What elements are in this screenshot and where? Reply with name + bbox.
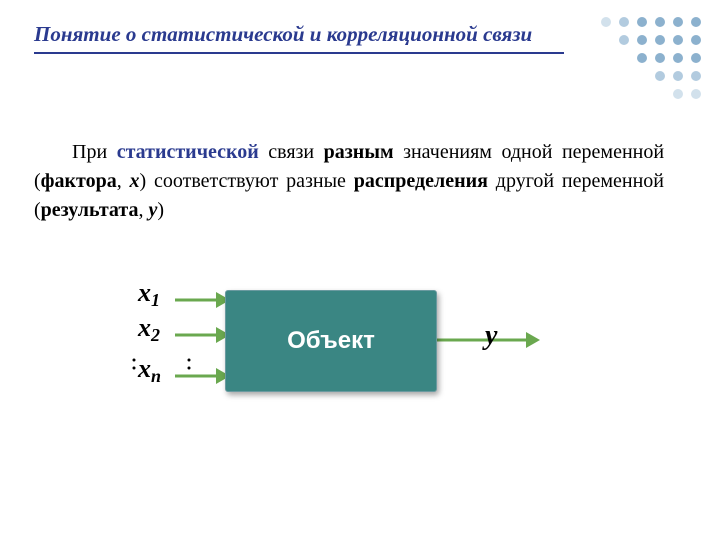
p-c1: , [117,170,122,192]
p-x: x [130,170,140,192]
output-label: y [485,320,497,352]
object-box: Объект [225,290,437,392]
input-label: xn [138,354,161,384]
p-factor: фактора [41,170,117,192]
p-c2: , [138,199,143,221]
title-underline [34,52,564,54]
object-diagram: Объект x1 x2 xn y [120,258,610,438]
title-text: Понятие о статистической и корреляционно… [34,22,532,46]
input-label: x1 [138,278,160,308]
definition-paragraph: При статистической связи разным значения… [34,138,664,225]
p-distrib: распределения [354,170,488,192]
p-prefix: При [72,141,107,163]
p-statistical: статистической [117,141,259,163]
corner-dots-decoration [598,14,708,104]
page-title: Понятие о статистической и корреляционно… [34,22,532,47]
p-mid3: ) соответствуют разные [140,170,346,192]
p-mid1: связи [268,141,314,163]
p-tail: ) [157,199,164,221]
object-box-label: Объект [287,327,375,355]
p-result: результата [41,199,139,221]
p-raznym: разным [324,141,394,163]
input-label: x2 [138,313,160,343]
p-y: y [148,199,157,221]
